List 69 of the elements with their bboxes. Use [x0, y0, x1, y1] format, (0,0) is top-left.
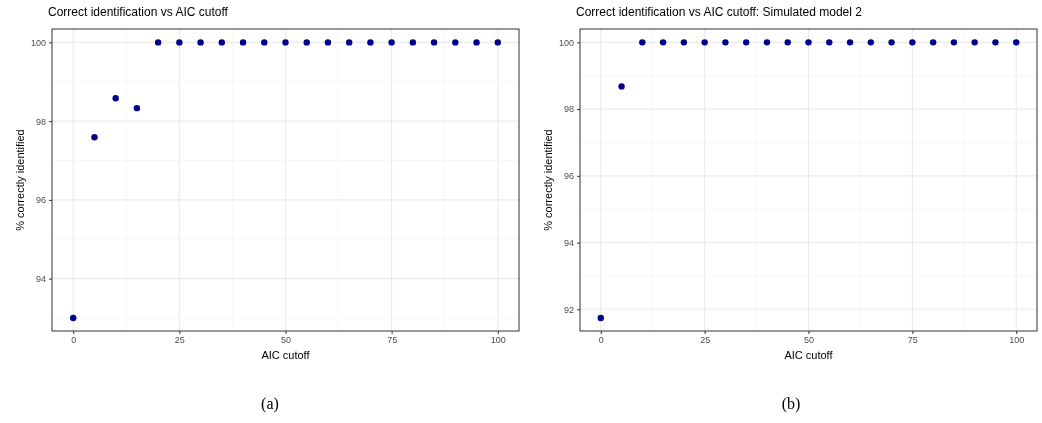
- y-axis-title: % correctly identified: [542, 129, 554, 231]
- x-tick-label: 75: [907, 335, 918, 346]
- point: [176, 39, 183, 46]
- point: [1013, 39, 1020, 46]
- point: [846, 39, 854, 46]
- x-tick-label: 100: [1009, 335, 1025, 346]
- y-tick-label: 100: [30, 37, 46, 48]
- point: [112, 95, 119, 102]
- point: [722, 39, 729, 46]
- y-tick-label: 94: [35, 274, 46, 285]
- point: [784, 39, 791, 46]
- point: [70, 314, 77, 322]
- x-tick-label: 0: [71, 335, 77, 346]
- point: [805, 39, 812, 46]
- point: [91, 134, 98, 141]
- text: (b): [781, 395, 801, 413]
- point: [133, 104, 141, 112]
- point: [826, 39, 833, 46]
- point: [324, 39, 332, 46]
- chart-title: Correct identification vs AIC cutoff: [48, 5, 229, 19]
- point: [909, 39, 916, 46]
- point: [680, 39, 688, 46]
- y-tick-label: 98: [35, 116, 46, 127]
- point: [218, 39, 226, 46]
- point: [701, 39, 708, 46]
- point: [659, 39, 667, 46]
- point: [345, 39, 353, 46]
- point: [742, 39, 750, 46]
- point: [971, 39, 978, 46]
- x-axis-title: AIC cutoff: [261, 349, 311, 361]
- point: [388, 39, 395, 46]
- x-tick-label: 25: [700, 335, 711, 346]
- point: [763, 39, 771, 46]
- y-tick-label: 100: [558, 37, 574, 48]
- point: [409, 39, 417, 46]
- point: [929, 39, 937, 46]
- y-tick-label: 94: [563, 237, 574, 248]
- y-tick-label: 98: [563, 104, 574, 115]
- point: [282, 39, 289, 46]
- text: (a): [261, 395, 279, 413]
- point: [197, 39, 204, 46]
- point: [473, 39, 480, 46]
- point: [452, 39, 459, 46]
- point: [867, 39, 875, 46]
- point: [261, 39, 268, 46]
- point: [618, 83, 625, 90]
- point: [494, 39, 501, 46]
- point: [367, 39, 374, 46]
- y-axis-title: % correctly identified: [14, 129, 26, 231]
- point: [154, 39, 162, 46]
- point: [950, 39, 958, 46]
- x-tick-label: 75: [387, 335, 398, 346]
- point: [597, 314, 604, 322]
- x-tick-label: 0: [598, 335, 604, 346]
- x-tick-label: 50: [803, 335, 815, 346]
- x-tick-label: 25: [174, 335, 185, 346]
- y-tick-label: 96: [35, 195, 46, 206]
- y-tick-label: 96: [563, 171, 574, 182]
- x-axis-title: AIC cutoff: [784, 349, 834, 361]
- x-tick-label: 100: [490, 335, 506, 346]
- chart-title: Correct identification vs AIC cutoff: Simulated model 2: [576, 5, 863, 19]
- point: [430, 39, 438, 46]
- x-tick-label: 50: [280, 335, 292, 346]
- point: [639, 39, 646, 46]
- point: [239, 39, 247, 46]
- point: [992, 39, 999, 46]
- point: [888, 39, 895, 46]
- y-tick-label: 92: [563, 304, 574, 315]
- point: [303, 39, 310, 46]
